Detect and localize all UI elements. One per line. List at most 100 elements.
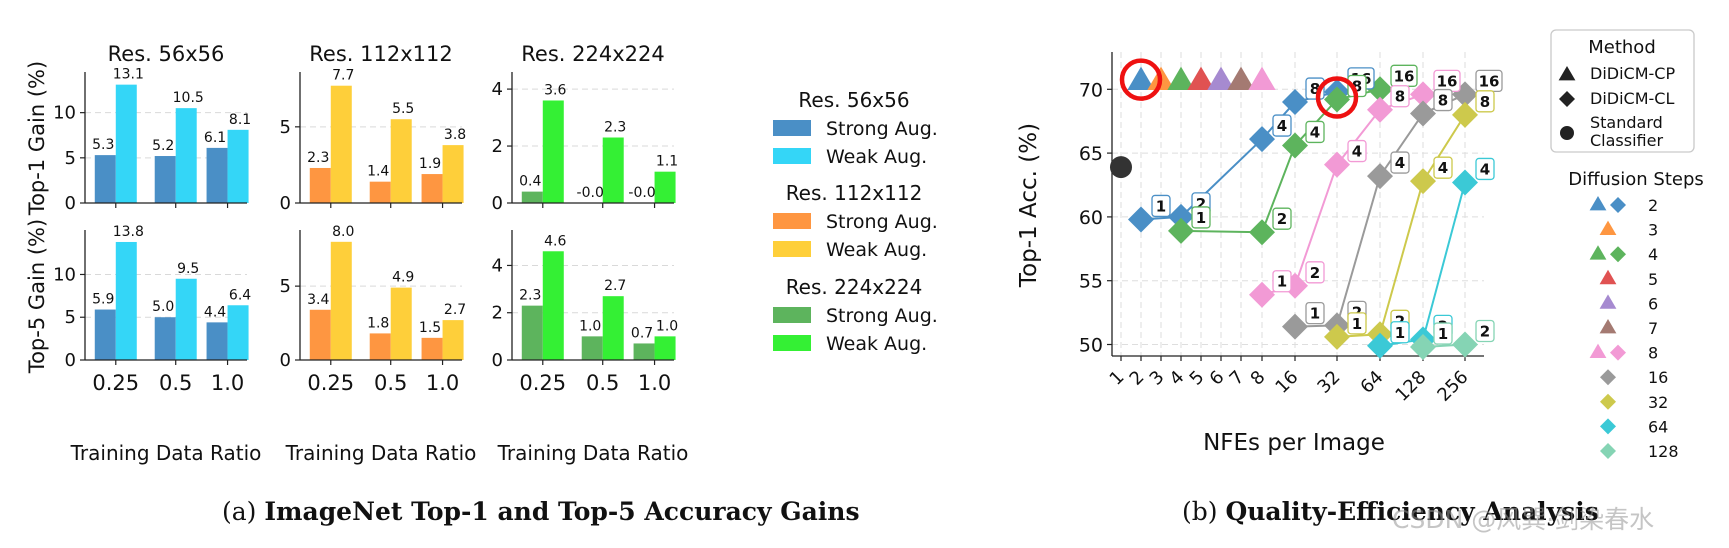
point-label-box bbox=[1305, 261, 1325, 284]
diamond-marker-cl bbox=[1367, 163, 1393, 190]
point-label: 1 bbox=[1352, 315, 1362, 333]
x-tick-label: 2 bbox=[1126, 367, 1149, 390]
point-label: 4 bbox=[1438, 159, 1448, 177]
point-label: 8 bbox=[1352, 78, 1362, 96]
bar-value-label: 4.6 bbox=[544, 233, 566, 249]
point-label-box bbox=[1272, 207, 1292, 230]
bar-value-label: 5.9 bbox=[92, 292, 114, 308]
point-label: 1 bbox=[1156, 197, 1166, 215]
bar-weak-aug bbox=[330, 85, 352, 203]
watermark-text: CSDN @风巽·剑染春水 bbox=[1392, 505, 1655, 534]
diamond-marker-cl bbox=[1324, 151, 1350, 178]
diamond-marker-cl bbox=[1367, 332, 1393, 359]
subplot-title: Res. 112x112 bbox=[309, 42, 452, 66]
legend-label: Classifier bbox=[1590, 131, 1663, 150]
legend-label: 64 bbox=[1648, 417, 1668, 436]
bar-weak-aug bbox=[390, 119, 412, 203]
bar-weak-aug bbox=[175, 108, 197, 203]
bar-strong-aug bbox=[421, 174, 443, 203]
point-label-box bbox=[1305, 301, 1325, 325]
legend-label: 6 bbox=[1648, 294, 1658, 313]
bar-strong-aug bbox=[521, 305, 543, 360]
triangle-marker-cp bbox=[1248, 66, 1276, 91]
x-tick-label: 128 bbox=[1391, 367, 1430, 406]
point-label: 4 bbox=[1352, 143, 1362, 161]
bar-value-label: 1.5 bbox=[419, 320, 441, 336]
legend-label: Strong Aug. bbox=[826, 118, 938, 140]
legend-marker-diamond bbox=[1610, 246, 1626, 263]
diamond-marker-cl bbox=[1410, 81, 1436, 108]
point-label: 8 bbox=[1395, 88, 1405, 106]
y-tick-label: 70 bbox=[1079, 79, 1103, 101]
legend-label: 32 bbox=[1648, 393, 1668, 412]
triangle-marker-cp bbox=[1207, 66, 1235, 91]
legend-label: Strong Aug. bbox=[826, 305, 938, 327]
bar-value-label: -0.0 bbox=[577, 185, 604, 201]
x-tick-label: 0.25 bbox=[519, 371, 566, 395]
diamond-marker-cl bbox=[1249, 219, 1275, 246]
point-label: 8 bbox=[1438, 92, 1448, 110]
point-label-box bbox=[1433, 156, 1453, 179]
y-tick-label: 0 bbox=[492, 193, 503, 214]
legend-swatch bbox=[773, 307, 811, 323]
bar-weak-aug bbox=[115, 241, 137, 360]
bar-weak-aug bbox=[442, 320, 464, 360]
legend-title: Diffusion Steps bbox=[1568, 169, 1704, 190]
triangle-marker-cp bbox=[1167, 66, 1195, 91]
point-label-box bbox=[1272, 270, 1292, 293]
bar-value-label: 3.4 bbox=[307, 292, 329, 308]
bar-value-label: 8.1 bbox=[229, 112, 251, 128]
x-tick-label: 8 bbox=[1247, 367, 1270, 390]
bar-value-label: 5.3 bbox=[92, 137, 114, 153]
bar-weak-aug bbox=[115, 84, 137, 203]
point-label-box bbox=[1433, 88, 1453, 112]
triangle-marker-cp bbox=[1227, 66, 1255, 91]
bar-value-label: 1.0 bbox=[656, 318, 678, 334]
legend-label: 128 bbox=[1648, 442, 1679, 461]
subplot-title: Res. 56x56 bbox=[108, 42, 225, 66]
x-tick-label: 6 bbox=[1206, 367, 1229, 390]
point-label: 8 bbox=[1310, 80, 1320, 98]
diamond-marker-cl bbox=[1324, 323, 1350, 350]
point-label-box bbox=[1272, 114, 1292, 137]
bar-value-label: 4.4 bbox=[204, 304, 226, 320]
legend-label: 2 bbox=[1648, 196, 1658, 215]
y-tick-label: 0 bbox=[280, 193, 291, 214]
x-tick-label: 0.25 bbox=[307, 371, 354, 395]
diamond-marker-cl bbox=[1410, 168, 1436, 195]
legend-marker-triangle bbox=[1589, 343, 1607, 358]
point-label-box bbox=[1433, 322, 1453, 345]
bar-value-label: 8.0 bbox=[332, 224, 354, 240]
bar-weak-aug bbox=[227, 305, 249, 360]
x-tick-label: 7 bbox=[1226, 367, 1249, 390]
point-label: 16 bbox=[1479, 72, 1500, 90]
x-tick-label: 0.25 bbox=[92, 371, 139, 395]
diamond-marker-cl bbox=[1452, 101, 1478, 128]
bar-value-label: 1.8 bbox=[367, 315, 389, 331]
legend-label: 4 bbox=[1648, 245, 1658, 264]
legend-marker-diamond bbox=[1559, 91, 1575, 107]
bar-strong-aug bbox=[206, 147, 228, 203]
bar-weak-aug bbox=[602, 137, 624, 203]
x-tick-label: 0.5 bbox=[586, 371, 619, 395]
legend-marker-diamond bbox=[1610, 344, 1626, 361]
legend-label: Strong Aug. bbox=[826, 211, 938, 233]
bar-value-label: 2.3 bbox=[519, 288, 541, 304]
legend-label: Weak Aug. bbox=[826, 239, 927, 261]
legend-group-title: Res. 224x224 bbox=[786, 275, 923, 299]
legend-label: 16 bbox=[1648, 368, 1668, 387]
legend-group-title: Res. 112x112 bbox=[786, 181, 923, 205]
legend-swatch bbox=[773, 148, 811, 164]
point-label-box bbox=[1390, 321, 1410, 344]
diamond-marker-cl bbox=[1249, 126, 1275, 153]
bar-strong-aug bbox=[94, 155, 116, 203]
bar-weak-aug bbox=[175, 278, 197, 360]
bar-strong-aug bbox=[94, 309, 116, 360]
bar-value-label: 9.5 bbox=[177, 261, 199, 277]
bar-strong-aug bbox=[521, 191, 543, 203]
y-tick-label: 10 bbox=[53, 264, 76, 285]
legend-marker-triangle bbox=[1589, 245, 1607, 260]
diamond-marker-cl bbox=[1168, 217, 1194, 244]
caption-b: (b) Quality-Efficiency Analysis bbox=[1182, 497, 1599, 526]
